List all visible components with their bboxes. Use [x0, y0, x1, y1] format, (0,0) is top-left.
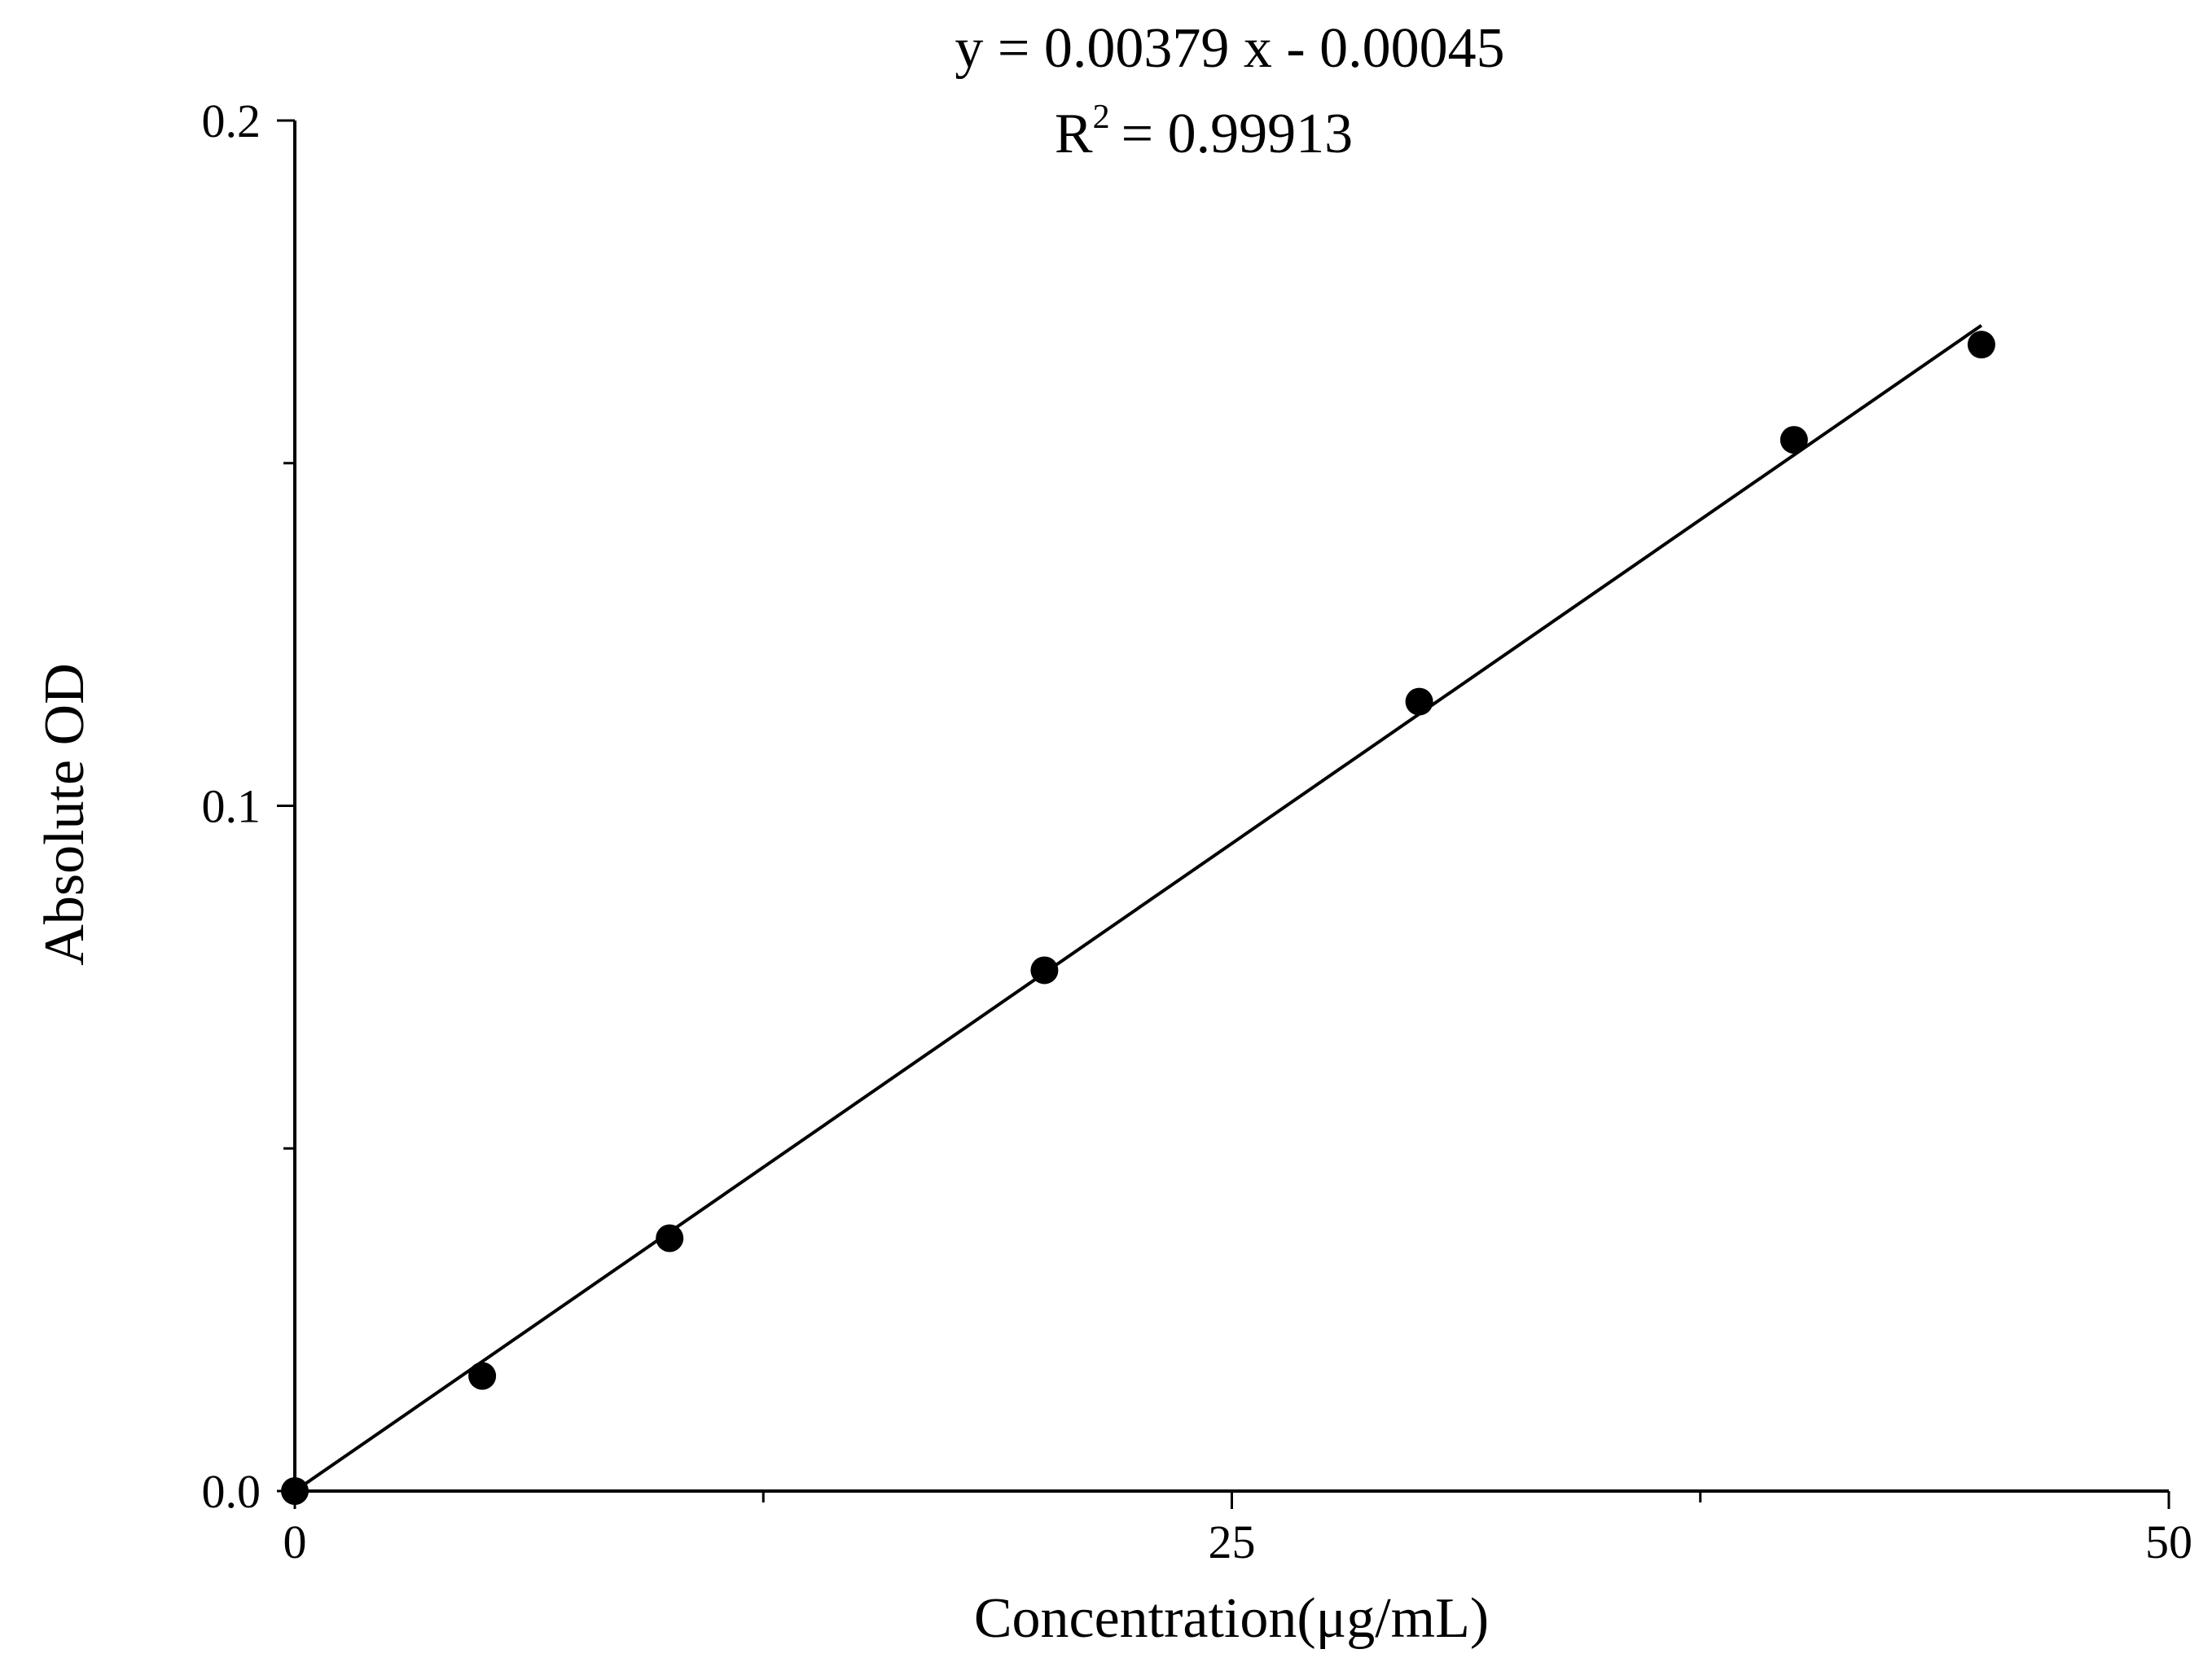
- data-point-0: [281, 1477, 309, 1505]
- ticks: [277, 119, 2170, 1509]
- r-squared-symbol: R: [1055, 103, 1093, 165]
- r-squared-value: = 0.99913: [1121, 103, 1353, 165]
- regression-line: [293, 323, 1983, 1493]
- y-axis-title: Absolute OD: [33, 663, 96, 965]
- y-tick-label-2: 0.2: [202, 94, 261, 147]
- x-tick-label-0: 0: [283, 1515, 307, 1568]
- fit-line-group: [293, 323, 1983, 1493]
- y-tick-label-0: 0.0: [202, 1465, 261, 1518]
- data-point-4: [1405, 687, 1433, 716]
- data-point-2: [656, 1224, 684, 1252]
- data-point-6: [1967, 331, 1995, 359]
- r-squared-label: R2 = 0.99913: [1055, 99, 1353, 165]
- regression-equation: y = 0.00379 x - 0.00045: [955, 17, 1504, 80]
- data-point-5: [1780, 426, 1808, 454]
- r-squared-superscript: 2: [1093, 99, 1110, 136]
- y-tick-label-1: 0.1: [202, 780, 261, 833]
- data-point-1: [468, 1362, 497, 1390]
- tick-labels: 0 25 50 0.0 0.1 0.2: [202, 94, 2193, 1568]
- data-point-3: [1030, 956, 1059, 985]
- x-tick-label-1: 25: [1209, 1515, 1256, 1568]
- x-tick-label-2: 50: [2145, 1515, 2192, 1568]
- data-points: [281, 331, 1995, 1505]
- x-axis-title: Concentration(μg/mL): [974, 1587, 1489, 1650]
